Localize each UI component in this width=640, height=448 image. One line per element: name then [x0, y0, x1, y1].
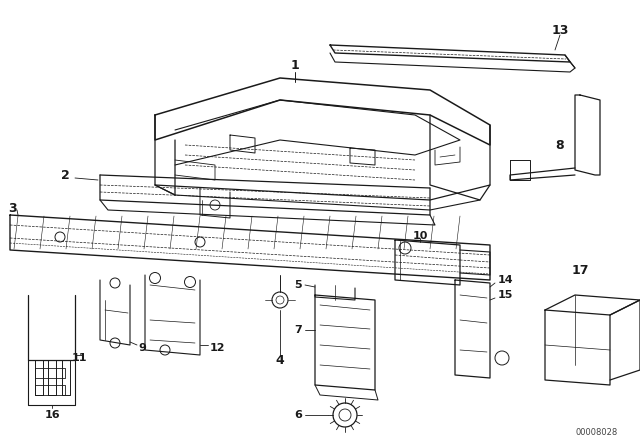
- Text: 2: 2: [61, 168, 69, 181]
- Text: 3: 3: [8, 202, 17, 215]
- Text: 14: 14: [498, 275, 514, 285]
- Text: 1: 1: [291, 59, 300, 72]
- Text: 11: 11: [72, 353, 88, 363]
- Text: 16: 16: [44, 410, 60, 420]
- Text: 17: 17: [572, 263, 589, 276]
- Text: 10: 10: [412, 231, 428, 241]
- Text: 12: 12: [210, 343, 225, 353]
- Text: 9: 9: [138, 343, 146, 353]
- Text: 15: 15: [498, 290, 513, 300]
- Text: 7: 7: [294, 325, 302, 335]
- Text: 6: 6: [294, 410, 302, 420]
- Text: 13: 13: [551, 23, 569, 36]
- Text: 8: 8: [556, 138, 564, 151]
- Text: 00008028: 00008028: [576, 427, 618, 436]
- Text: 5: 5: [294, 280, 302, 290]
- Text: 4: 4: [276, 353, 284, 366]
